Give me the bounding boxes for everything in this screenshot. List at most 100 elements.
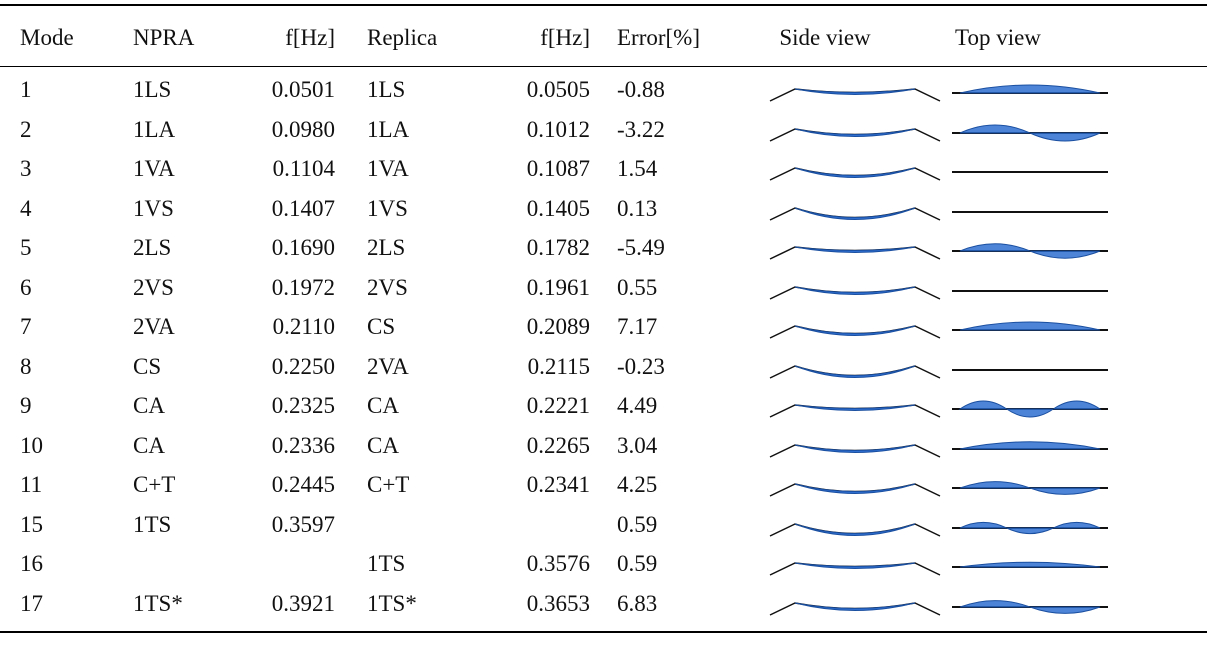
table-cell: 0.59 — [617, 511, 657, 539]
table-cell: 0.1407 — [272, 195, 335, 223]
mode-shape — [960, 441, 1100, 448]
table-cell: 3 — [20, 155, 32, 183]
side-view-glyph — [765, 310, 945, 344]
table-cell: 1 — [20, 76, 32, 104]
table-cell: CS — [133, 353, 161, 381]
table-cell: CA — [133, 432, 165, 460]
table-cell: 1TS* — [133, 590, 183, 618]
deck-outline — [770, 168, 940, 180]
table-cell: 0.3597 — [272, 511, 335, 539]
table-cell: 11 — [20, 471, 42, 499]
table-cell: 7.17 — [617, 313, 657, 341]
table-cell: 2LS — [367, 234, 405, 262]
table-cell: 16 — [20, 550, 43, 578]
mode-shape — [960, 85, 1100, 93]
table-cell: -0.88 — [617, 76, 665, 104]
table-cell: 2VA — [133, 313, 175, 341]
side-view-glyph — [765, 468, 945, 502]
table-cell: 0.13 — [617, 195, 657, 223]
side-view-glyph — [765, 113, 945, 147]
table-cell: -5.49 — [617, 234, 665, 262]
mode-shape — [795, 484, 915, 494]
top-view-glyph — [950, 508, 1110, 542]
mode-shape — [795, 208, 915, 220]
table-cell: 0.3576 — [527, 550, 590, 578]
table-cell: 0.0505 — [527, 76, 590, 104]
top-view-glyph — [950, 310, 1110, 344]
top-view-glyph — [950, 231, 1110, 265]
table-cell: 4 — [20, 195, 32, 223]
mode-shape — [795, 445, 915, 453]
table-cell: 2VS — [133, 274, 174, 302]
table-cell: 0.1087 — [527, 155, 590, 183]
table-cell: 17 — [20, 590, 43, 618]
mode-shape — [795, 603, 915, 611]
deck-outline — [770, 326, 940, 338]
table-cell: 4.49 — [617, 392, 657, 420]
table-cell: 1TS — [133, 511, 171, 539]
side-view-glyph — [765, 508, 945, 542]
table-cell: CA — [367, 392, 399, 420]
table-cell: 0.2250 — [272, 353, 335, 381]
table-cell: 0.0980 — [272, 116, 335, 144]
header-rule — [0, 66, 1207, 67]
deck-outline — [770, 484, 940, 496]
table-cell: 10 — [20, 432, 43, 460]
column-header: Side view — [779, 24, 870, 52]
table-cell: 0.55 — [617, 274, 657, 302]
mode-shape — [795, 366, 915, 378]
mode-shape — [795, 168, 915, 178]
table-cell: 1LA — [133, 116, 175, 144]
table-cell: 0.1972 — [272, 274, 335, 302]
mode-shape — [960, 562, 1100, 567]
side-view-glyph — [765, 350, 945, 384]
column-header: Top view — [955, 24, 1041, 52]
mode-shape — [960, 482, 1100, 495]
table-cell: 0.2341 — [527, 471, 590, 499]
table-cell: 4.25 — [617, 471, 657, 499]
side-view-glyph — [765, 152, 945, 186]
top-view-glyph — [950, 152, 1110, 186]
side-view-glyph — [765, 271, 945, 305]
table-cell: 7 — [20, 313, 32, 341]
mode-shape — [795, 287, 915, 295]
table-cell: 1TS — [367, 550, 405, 578]
table-cell: 1VA — [367, 155, 409, 183]
mode-shape — [960, 522, 1100, 533]
table-cell: CA — [367, 432, 399, 460]
side-view-glyph — [765, 547, 945, 581]
table-figure: ModeNPRAf[Hz]Replicaf[Hz]Error[%]Side vi… — [0, 0, 1207, 659]
top-view-glyph — [950, 192, 1110, 226]
top-view-glyph — [950, 547, 1110, 581]
table-cell: CS — [367, 313, 395, 341]
table-cell: 0.3653 — [527, 590, 590, 618]
top-view-glyph — [950, 587, 1110, 621]
table-cell: 2LS — [133, 234, 171, 262]
table-cell: 1VS — [133, 195, 174, 223]
side-view-glyph — [765, 192, 945, 226]
column-header: NPRA — [133, 24, 194, 52]
top-rule — [0, 4, 1207, 6]
mode-shape — [960, 600, 1100, 613]
table-cell: 3.04 — [617, 432, 657, 460]
top-view-glyph — [950, 350, 1110, 384]
side-view-glyph — [765, 231, 945, 265]
table-cell: 0.2445 — [272, 471, 335, 499]
table-cell: 2VS — [367, 274, 408, 302]
table-cell: 1LA — [367, 116, 409, 144]
top-view-glyph — [950, 271, 1110, 305]
table-cell: 2VA — [367, 353, 409, 381]
table-cell: 6.83 — [617, 590, 657, 618]
mode-shape — [795, 129, 915, 137]
table-cell: 1LS — [133, 76, 171, 104]
side-view-glyph — [765, 587, 945, 621]
side-view-glyph — [765, 389, 945, 423]
table-cell: C+T — [133, 471, 175, 499]
mode-shape — [960, 401, 1100, 417]
table-cell: 0.1690 — [272, 234, 335, 262]
table-cell: 0.2336 — [272, 432, 335, 460]
top-view-glyph — [950, 113, 1110, 147]
column-header: f[Hz] — [540, 24, 590, 52]
table-cell: 0.1405 — [527, 195, 590, 223]
mode-shape — [960, 125, 1100, 141]
